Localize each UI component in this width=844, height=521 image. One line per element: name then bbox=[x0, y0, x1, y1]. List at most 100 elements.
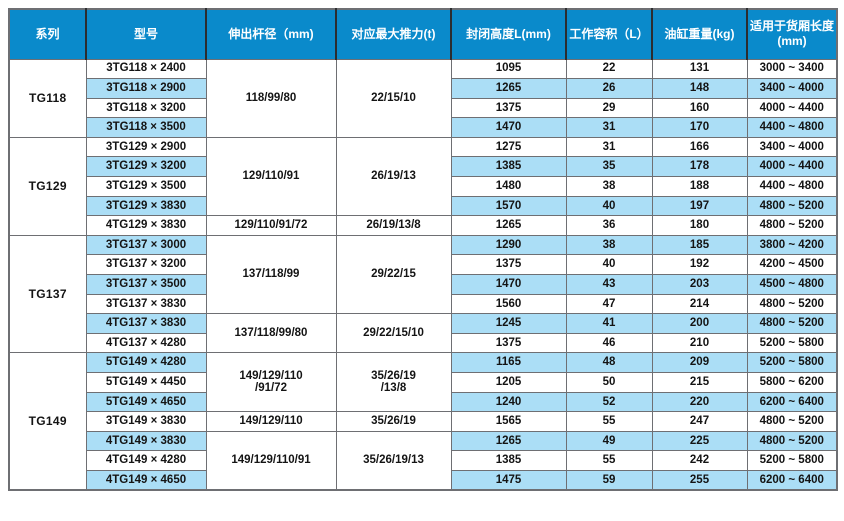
max-thrust-cell: 35/26/19/13 bbox=[335, 430, 452, 491]
working-volume-cell: 38 bbox=[565, 176, 653, 197]
closed-height-cell: 1560 bbox=[450, 293, 567, 315]
cylinder-weight-cell: 210 bbox=[651, 332, 748, 354]
cylinder-weight-cell: 131 bbox=[651, 58, 748, 80]
table-row: 3TG129 × 3500 1480 38 188 4400 ~ 4800 bbox=[9, 176, 838, 197]
series-cell: TG149 bbox=[8, 352, 87, 491]
cylinder-weight-cell: 209 bbox=[651, 352, 748, 373]
model-cell: 4TG137 × 4280 bbox=[85, 332, 207, 354]
series-cell: TG118 bbox=[8, 58, 87, 138]
series-cell: TG137 bbox=[8, 234, 87, 354]
working-volume-cell: 41 bbox=[565, 313, 653, 334]
rod-diameter-cell: 129/110/91 bbox=[205, 136, 337, 217]
header-cylinder-weight: 油缸重量(kg) bbox=[651, 8, 748, 60]
table-row: 3TG137 × 3500 1470 43 203 4500 ~ 4800 bbox=[9, 274, 838, 295]
model-cell: 4TG129 × 3830 bbox=[85, 215, 207, 236]
model-cell: 4TG149 × 4650 bbox=[85, 469, 207, 491]
closed-height-cell: 1385 bbox=[450, 450, 567, 471]
spec-table: 系列 型号 伸出杆径（mm) 对应最大推力(t) 封闭高度L(mm) 工作容积（… bbox=[8, 8, 838, 492]
rod-diameter-cell: 149/129/110/91 bbox=[205, 430, 337, 491]
closed-height-cell: 1275 bbox=[450, 136, 567, 158]
cylinder-weight-cell: 220 bbox=[651, 391, 748, 413]
closed-height-cell: 1470 bbox=[450, 117, 567, 138]
box-length-cell: 5800 ~ 6200 bbox=[746, 372, 838, 393]
table-row: 3TG137 × 3830 1560 47 214 4800 ~ 5200 bbox=[9, 293, 838, 315]
series-cell: TG129 bbox=[8, 136, 87, 236]
working-volume-cell: 48 bbox=[565, 352, 653, 373]
header-rod-diameter: 伸出杆径（mm) bbox=[205, 8, 337, 60]
closed-height-cell: 1265 bbox=[450, 430, 567, 452]
box-length-cell: 4200 ~ 4500 bbox=[746, 254, 838, 276]
model-cell: 3TG118 × 2400 bbox=[85, 58, 207, 80]
table-header: 系列 型号 伸出杆径（mm) 对应最大推力(t) 封闭高度L(mm) 工作容积（… bbox=[8, 8, 838, 60]
working-volume-cell: 29 bbox=[565, 97, 653, 119]
box-length-cell: 4000 ~ 4400 bbox=[746, 97, 838, 119]
closed-height-cell: 1205 bbox=[450, 372, 567, 393]
working-volume-cell: 50 bbox=[565, 372, 653, 393]
box-length-cell: 5200 ~ 5800 bbox=[746, 450, 838, 471]
rod-diameter-cell: 137/118/99 bbox=[205, 234, 337, 315]
table-row: 3TG137 × 3200 1375 40 192 4200 ~ 4500 bbox=[9, 254, 838, 276]
table-row: 3TG129 × 3200 1385 35 178 4000 ~ 4400 bbox=[9, 156, 838, 178]
box-length-cell: 5200 ~ 5800 bbox=[746, 332, 838, 354]
closed-height-cell: 1265 bbox=[450, 78, 567, 99]
box-length-cell: 4800 ~ 5200 bbox=[746, 313, 838, 334]
closed-height-cell: 1095 bbox=[450, 58, 567, 80]
model-cell: 5TG149 × 4450 bbox=[85, 372, 207, 393]
model-cell: 3TG129 × 3830 bbox=[85, 195, 207, 217]
cylinder-weight-cell: 247 bbox=[651, 411, 748, 432]
max-thrust-cell: 26/19/13/8 bbox=[335, 215, 452, 236]
model-cell: 5TG149 × 4650 bbox=[85, 391, 207, 413]
table-row: 3TG118 × 3500 1470 31 170 4400 ~ 4800 bbox=[9, 117, 838, 138]
cylinder-weight-cell: 225 bbox=[651, 430, 748, 452]
table-row: TG129 3TG129 × 2900 129/110/91 26/19/13 1275… bbox=[8, 136, 838, 236]
working-volume-cell: 43 bbox=[565, 274, 653, 295]
working-volume-cell: 49 bbox=[565, 430, 653, 452]
working-volume-cell: 22 bbox=[565, 58, 653, 80]
header-series: 系列 bbox=[8, 8, 87, 60]
working-volume-cell: 46 bbox=[565, 332, 653, 354]
rod-diameter-cell: 137/118/99/80 bbox=[205, 313, 337, 354]
model-cell: 3TG118 × 2900 bbox=[85, 78, 207, 99]
table-row: 3TG118 × 2900 1265 26 148 3400 ~ 4000 bbox=[9, 78, 838, 99]
box-length-cell: 4800 ~ 5200 bbox=[746, 215, 838, 236]
model-cell: 3TG137 × 3000 bbox=[85, 234, 207, 256]
max-thrust-cell: 29/22/15 bbox=[335, 234, 452, 315]
model-cell: 3TG129 × 2900 bbox=[85, 136, 207, 158]
box-length-cell: 4800 ~ 5200 bbox=[746, 195, 838, 217]
cylinder-weight-cell: 180 bbox=[651, 215, 748, 236]
closed-height-cell: 1470 bbox=[450, 274, 567, 295]
box-length-cell: 4400 ~ 4800 bbox=[746, 117, 838, 138]
working-volume-cell: 47 bbox=[565, 293, 653, 315]
cylinder-weight-cell: 166 bbox=[651, 136, 748, 158]
box-length-cell: 4000 ~ 4400 bbox=[746, 156, 838, 178]
table-body: TG118 3TG118 × 2400 118/99/80 22/15/10 1095 2… bbox=[8, 58, 838, 491]
box-length-cell: 6200 ~ 6400 bbox=[746, 469, 838, 491]
working-volume-cell: 36 bbox=[565, 215, 653, 236]
box-length-cell: 4400 ~ 4800 bbox=[746, 176, 838, 197]
model-cell: 3TG129 × 3500 bbox=[85, 176, 207, 197]
working-volume-cell: 31 bbox=[565, 136, 653, 158]
rod-diameter-cell: 118/99/80 bbox=[205, 58, 337, 138]
working-volume-cell: 40 bbox=[565, 195, 653, 217]
max-thrust-cell: 22/15/10 bbox=[335, 58, 452, 138]
table-row: TG137 3TG137 × 3000 137/118/99 29/22/15 1290… bbox=[8, 234, 838, 354]
table-row: 3TG149 × 3830 149/129/110 35/26/19 1565 55 24… bbox=[9, 411, 838, 432]
model-cell: 3TG137 × 3830 bbox=[85, 293, 207, 315]
table-row: 3TG129 × 3830 1570 40 197 4800 ~ 5200 bbox=[9, 195, 838, 217]
working-volume-cell: 26 bbox=[565, 78, 653, 99]
box-length-cell: 4800 ~ 5200 bbox=[746, 430, 838, 452]
closed-height-cell: 1375 bbox=[450, 254, 567, 276]
model-cell: 3TG118 × 3200 bbox=[85, 97, 207, 119]
cylinder-weight-cell: 214 bbox=[651, 293, 748, 315]
closed-height-cell: 1245 bbox=[450, 313, 567, 334]
cylinder-weight-cell: 185 bbox=[651, 234, 748, 256]
closed-height-cell: 1565 bbox=[450, 411, 567, 432]
table-row: 4TG137 × 3830 137/118/99/80 29/22/15/10 124… bbox=[9, 313, 838, 354]
max-thrust-cell: 29/22/15/10 bbox=[335, 313, 452, 354]
table-row: 5TG149 × 4650 1240 52 220 6200 ~ 6400 bbox=[9, 391, 838, 413]
cylinder-weight-cell: 242 bbox=[651, 450, 748, 471]
cylinder-weight-cell: 188 bbox=[651, 176, 748, 197]
closed-height-cell: 1265 bbox=[450, 215, 567, 236]
model-cell: 3TG118 × 3500 bbox=[85, 117, 207, 138]
page: 系列 型号 伸出杆径（mm) 对应最大推力(t) 封闭高度L(mm) 工作容积（… bbox=[8, 8, 838, 492]
